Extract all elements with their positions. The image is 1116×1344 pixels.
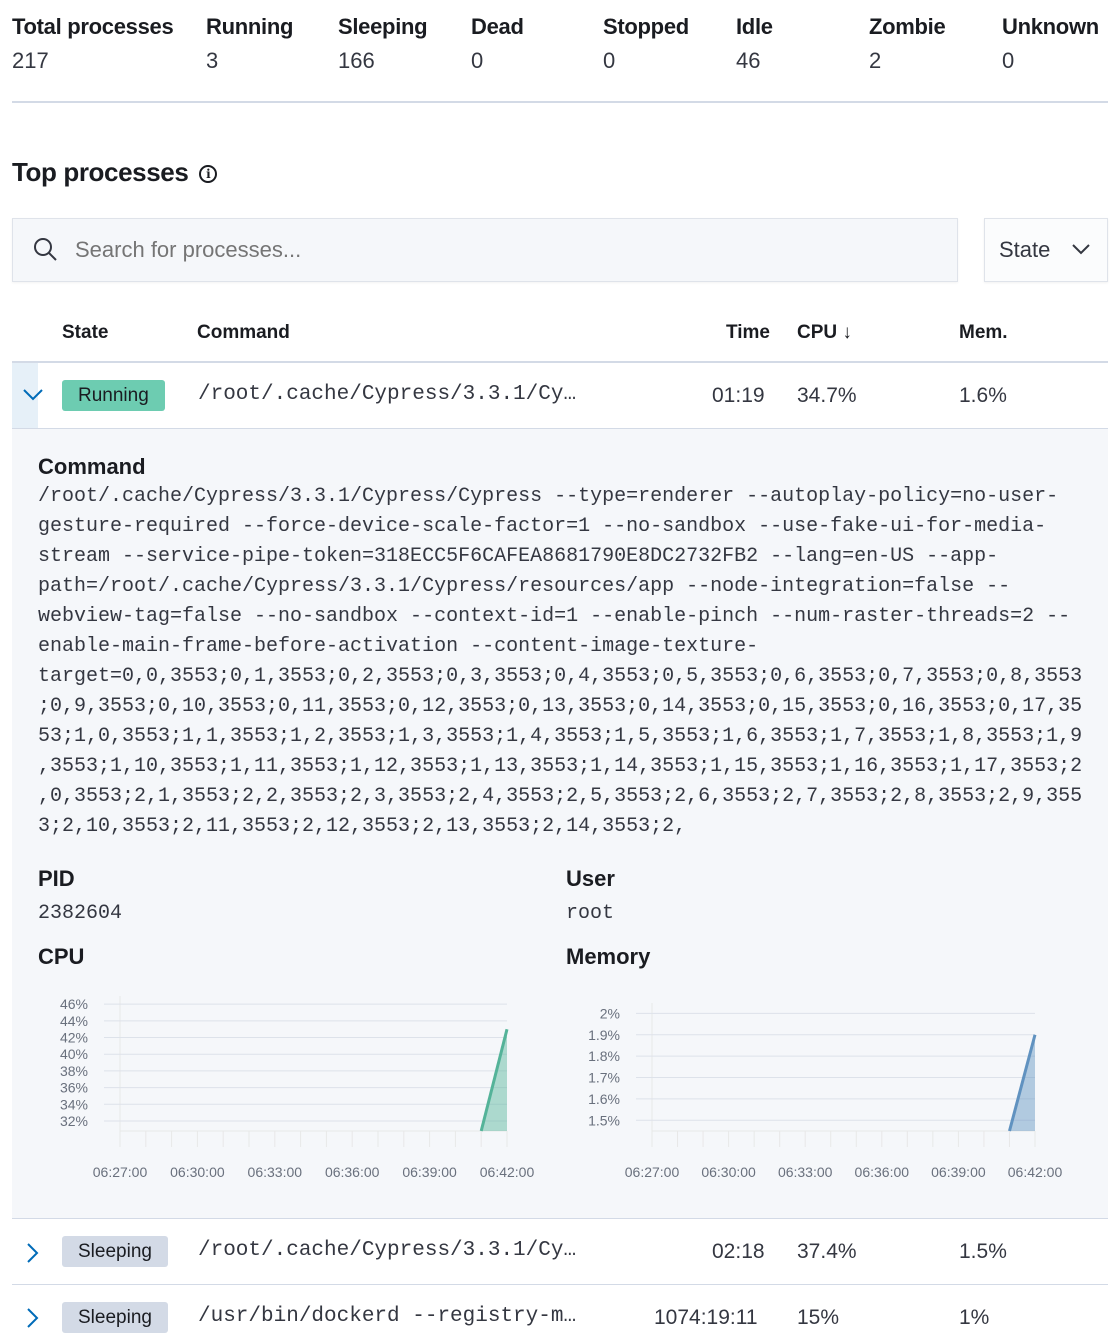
sort-descending-icon: ↓	[842, 322, 852, 343]
mem-cell: 1.5%	[959, 1240, 1007, 1263]
x-tick-label: 06:30:00	[170, 1164, 225, 1180]
status-badge: Running	[62, 380, 165, 411]
pid-value: 2382604	[38, 902, 123, 925]
x-tick-label: 06:36:00	[855, 1164, 910, 1180]
y-tick-label: 36%	[60, 1080, 88, 1096]
x-tick-label: 06:39:00	[402, 1164, 457, 1180]
mem-cell: 1%	[959, 1306, 990, 1329]
memory-chart-label: Memory	[566, 944, 651, 969]
divider	[12, 1284, 1108, 1285]
x-tick-label: 06:27:00	[93, 1164, 148, 1180]
x-tick-label: 06:27:00	[625, 1164, 680, 1180]
command-label: Command	[38, 454, 146, 479]
y-tick-label: 42%	[60, 1030, 88, 1046]
y-tick-label: 1.9%	[588, 1027, 620, 1043]
series-line	[479, 1028, 509, 1132]
command-cell: /usr/bin/dockerd --registry-m…	[198, 1305, 577, 1328]
status-badge: Sleeping	[62, 1236, 168, 1267]
time-cell: 02:18	[712, 1240, 765, 1263]
column-cpu[interactable]: CPU ↓	[797, 322, 852, 343]
y-tick-label: 32%	[60, 1113, 88, 1129]
y-tick-label: 2%	[600, 1005, 620, 1021]
chevron-down-icon[interactable]	[22, 388, 44, 402]
summary-stopped: Stopped 0	[603, 14, 689, 73]
x-tick-label: 06:42:00	[1008, 1164, 1063, 1180]
y-tick-label: 46%	[60, 996, 88, 1012]
divider	[12, 1218, 1108, 1219]
x-tick-label: 06:33:00	[248, 1164, 303, 1180]
series-line	[1008, 1034, 1037, 1132]
pid-label: PID	[38, 866, 75, 891]
cpu-cell: 15%	[797, 1306, 840, 1329]
user-value: root	[566, 902, 615, 925]
summary-dead: Dead 0	[471, 14, 524, 73]
x-tick-label: 06:42:00	[480, 1164, 535, 1180]
x-tick-label: 06:30:00	[701, 1164, 756, 1180]
y-tick-label: 1.7%	[588, 1070, 620, 1086]
full-command: /root/.cache/Cypress/3.3.1/Cypress/Cypre…	[38, 485, 1083, 838]
column-mem[interactable]: Mem.	[959, 322, 1008, 343]
state-filter-button[interactable]: State	[984, 218, 1108, 282]
summary-unknown: Unknown 0	[1002, 14, 1099, 73]
mem-cell: 1.6%	[959, 384, 1007, 407]
y-tick-label: 40%	[60, 1046, 88, 1062]
info-icon[interactable]: i	[199, 165, 218, 184]
cpu-chart-label: CPU	[38, 944, 85, 969]
summary-running: Running 3	[206, 14, 294, 73]
command-cell: /root/.cache/Cypress/3.3.1/Cy…	[198, 1239, 577, 1262]
cpu-cell: 34.7%	[797, 384, 857, 407]
cpu-cell: 37.4%	[797, 1240, 857, 1263]
summary-total: Total processes 217	[12, 14, 174, 73]
divider	[12, 101, 1108, 103]
search-icon	[34, 238, 57, 261]
y-tick-label: 1.8%	[588, 1048, 620, 1064]
chevron-right-icon[interactable]	[26, 1242, 40, 1264]
y-tick-label: 44%	[60, 1013, 88, 1029]
y-tick-label: 38%	[60, 1063, 88, 1079]
x-tick-label: 06:33:00	[778, 1164, 833, 1180]
x-tick-label: 06:39:00	[931, 1164, 986, 1180]
y-tick-label: 1.5%	[588, 1112, 620, 1128]
top-processes-title: Top processes i	[12, 157, 218, 188]
summary-sleeping: Sleeping 166	[338, 14, 428, 73]
y-tick-label: 34%	[60, 1096, 88, 1112]
user-label: User	[566, 866, 615, 891]
column-time[interactable]: Time	[726, 322, 771, 343]
status-badge: Sleeping	[62, 1302, 168, 1333]
y-tick-label: 1.6%	[588, 1091, 620, 1107]
search-input[interactable]	[12, 218, 958, 282]
time-cell: 1074:19:11	[654, 1306, 758, 1329]
search-field[interactable]	[75, 233, 935, 267]
chevron-right-icon[interactable]	[26, 1307, 40, 1329]
command-cell: /root/.cache/Cypress/3.3.1/Cy…	[198, 383, 577, 406]
divider	[12, 361, 1108, 363]
chevron-down-icon	[1072, 244, 1090, 255]
column-command[interactable]: Command	[197, 322, 290, 343]
summary-idle: Idle 46	[736, 14, 773, 73]
time-cell: 01:19	[712, 384, 765, 407]
summary-zombie: Zombie 2	[869, 14, 946, 73]
column-state[interactable]: State	[62, 322, 109, 343]
x-tick-label: 06:36:00	[325, 1164, 380, 1180]
